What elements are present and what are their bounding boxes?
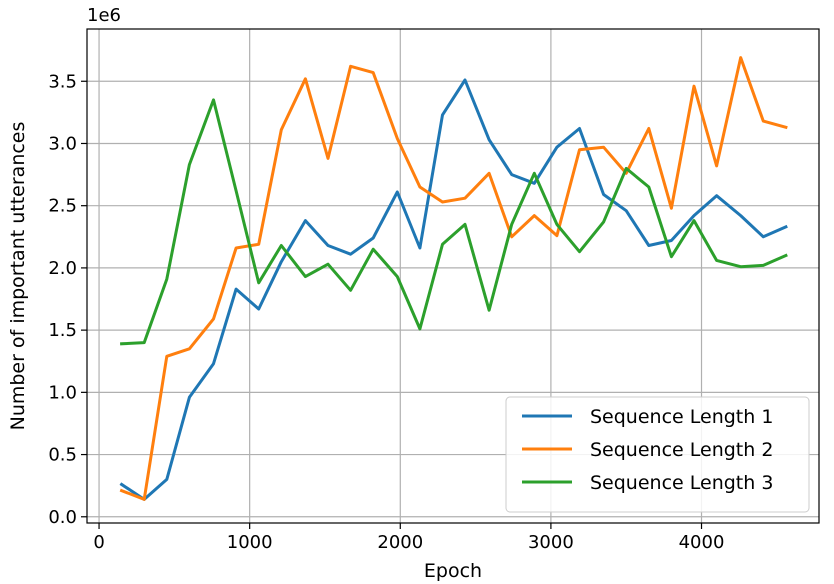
- x-tick-label: 0: [93, 532, 104, 553]
- plot-frame: [86, 28, 820, 524]
- series-line-2: [119, 56, 788, 501]
- y-tick-label: 0.5: [48, 445, 77, 466]
- y-tick-label: 1.0: [48, 382, 77, 403]
- legend: Sequence Length 1 Sequence Length 2 Sequ…: [505, 396, 810, 513]
- legend-box: [505, 396, 810, 513]
- y-tick-label: 2.0: [48, 258, 77, 279]
- x-axis-ticks: 0 1000 2000 3000 4000: [93, 523, 724, 553]
- grid: [87, 29, 819, 523]
- legend-label-3: Sequence Length 3: [590, 472, 773, 494]
- x-axis-label: Epoch: [424, 560, 482, 582]
- series-line-3: [120, 98, 788, 346]
- y-tick-label: 0.0: [48, 507, 77, 528]
- x-tick-label: 1000: [227, 532, 273, 553]
- y-tick-label: 1.5: [48, 320, 77, 341]
- series-line-1: [119, 78, 788, 501]
- y-tick-label: 3.5: [48, 71, 77, 92]
- x-tick-label: 3000: [528, 532, 574, 553]
- x-tick-label: 2000: [377, 532, 423, 553]
- y-tick-label: 3.0: [48, 133, 77, 154]
- y-axis-offset-text: 1e6: [87, 5, 121, 26]
- y-tick-label: 2.5: [48, 196, 77, 217]
- legend-label-2: Sequence Length 2: [590, 439, 773, 461]
- series-lines: [119, 56, 788, 501]
- y-axis-ticks: 0.0 0.5 1.0 1.5 2.0 2.5 3.0 3.5: [48, 71, 87, 528]
- legend-entry-2: Sequence Length 2: [522, 439, 773, 461]
- x-tick-label: 4000: [679, 532, 725, 553]
- legend-entry-1: Sequence Length 1: [522, 406, 773, 428]
- y-axis-label: Number of important utterances: [7, 122, 29, 431]
- legend-entry-3: Sequence Length 3: [522, 472, 773, 494]
- legend-label-1: Sequence Length 1: [590, 406, 773, 428]
